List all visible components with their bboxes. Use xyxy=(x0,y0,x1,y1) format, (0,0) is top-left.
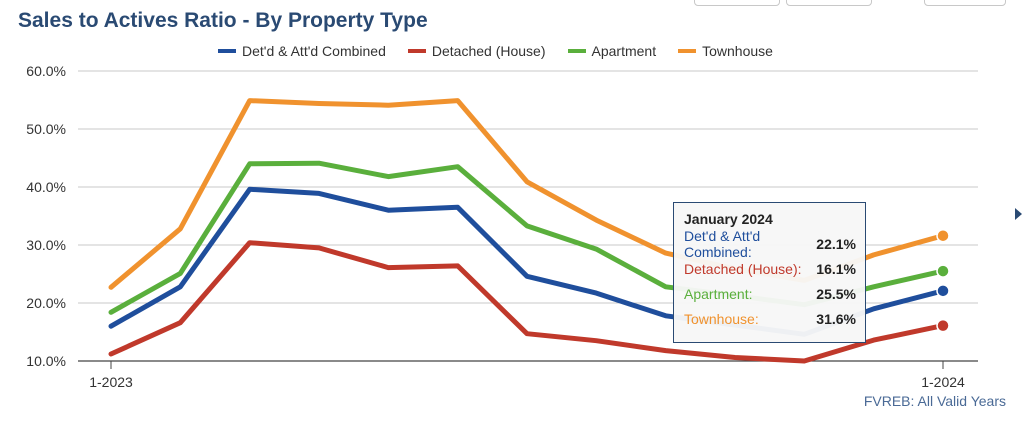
print-button[interactable] xyxy=(786,0,872,6)
tooltip-row-combined: Det'd & Att'd Combined: 22.1% xyxy=(684,228,856,260)
y-tick-label: 20.0% xyxy=(26,295,66,311)
chart-title: Sales to Actives Ratio - By Property Typ… xyxy=(18,9,428,32)
tooltip-value-townhouse: 31.6% xyxy=(816,310,856,327)
legend-item-apartment[interactable]: Apartment xyxy=(567,43,657,59)
data-point-0 xyxy=(936,284,950,298)
legend-swatch-townhouse xyxy=(678,49,697,53)
data-point-2 xyxy=(936,264,950,278)
tooltip-row-detached: Detached (House): 16.1% xyxy=(684,256,856,281)
chart-legend: Det'd & Att'd Combined Detached (House) … xyxy=(218,43,773,59)
legend-swatch-combined xyxy=(218,49,236,53)
tooltip-value-combined: 22.1% xyxy=(816,235,856,252)
legend-swatch-detached xyxy=(407,49,426,53)
tooltip-label-apartment: Apartment: xyxy=(684,285,753,302)
export-button[interactable] xyxy=(694,0,780,6)
legend-item-combined[interactable]: Det'd & Att'd Combined xyxy=(218,43,386,59)
legend-label-detached: Detached (House) xyxy=(431,43,546,59)
tooltip-label-combined: Det'd & Att'd Combined: xyxy=(684,227,761,260)
legend-label-townhouse: Townhouse xyxy=(702,43,773,59)
legend-label-apartment: Apartment xyxy=(591,43,657,59)
data-point-1 xyxy=(936,318,950,333)
tooltip-row-apartment: Apartment: 25.5% xyxy=(684,281,856,306)
x-tick-label: 1-2024 xyxy=(921,374,965,390)
x-tick-label: 1-2023 xyxy=(89,374,133,390)
tooltip-label-detached: Detached (House): xyxy=(684,260,802,277)
expand-arrow-icon[interactable] xyxy=(1015,208,1022,220)
tooltip-row-townhouse: Townhouse: 31.6% xyxy=(684,306,856,331)
tooltip-value-apartment: 25.5% xyxy=(816,285,856,302)
y-tick-label: 30.0% xyxy=(26,237,66,253)
menu-button[interactable] xyxy=(924,0,1006,6)
tooltip-label-townhouse: Townhouse: xyxy=(684,310,759,327)
y-tick-label: 50.0% xyxy=(26,121,66,137)
tooltip-value-detached: 16.1% xyxy=(816,260,856,277)
y-tick-label: 40.0% xyxy=(26,179,66,195)
y-tick-label: 60.0% xyxy=(26,63,66,79)
series-line-1 xyxy=(108,240,946,364)
source-credit[interactable]: FVREB: All Valid Years xyxy=(863,393,1006,409)
legend-swatch-apartment xyxy=(567,49,586,53)
hover-tooltip: January 2024 Det'd & Att'd Combined: 22.… xyxy=(673,202,866,343)
y-tick-label: 10.0% xyxy=(26,353,66,369)
data-point-3 xyxy=(936,228,950,243)
legend-item-townhouse[interactable]: Townhouse xyxy=(678,43,773,59)
tooltip-title: January 2024 xyxy=(684,211,773,227)
legend-label-combined: Det'd & Att'd Combined xyxy=(242,43,386,59)
legend-item-detached[interactable]: Detached (House) xyxy=(407,43,546,59)
